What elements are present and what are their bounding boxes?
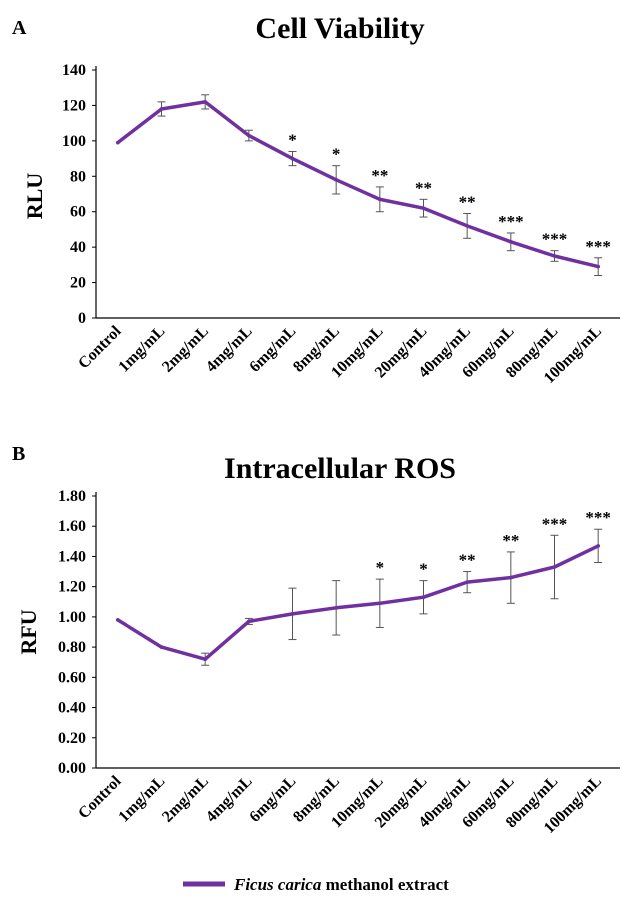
panel-a-significance-label: ** [415, 178, 432, 197]
panel-a-data-point [334, 178, 338, 182]
panel-b-x-tick-label: 4mg/mL [203, 773, 256, 826]
panel-b-y-tick-label: 0.40 [58, 700, 86, 717]
panel-b-x-tick-label: 6mg/mL [246, 773, 299, 826]
panel-a-significance-label: ** [459, 192, 476, 211]
panel-a-y-tick-label: 40 [70, 239, 86, 256]
panel-b-data-point [116, 618, 120, 622]
panel-a-y-tick-label: 100 [62, 133, 86, 150]
panel-a-x-tick-label: 2mg/mL [159, 323, 212, 376]
panel-a-data-point [290, 156, 295, 161]
panel-b-significance-label: * [419, 560, 428, 579]
panel-a-x-tick-label: 1mg/mL [115, 323, 168, 376]
panel-a-data-point [203, 100, 207, 104]
panel-a-significance-label: * [288, 130, 297, 149]
panel-b-significance-label: ** [502, 531, 519, 550]
panel-b-significance-label: * [376, 558, 385, 577]
chart-title-cell-viability: Cell Viability [255, 12, 424, 45]
panel-a-letter: A [12, 17, 27, 39]
legend-label-rest: methanol extract [321, 875, 449, 894]
chart-title-intracellular-ros: Intracellular ROS [224, 452, 456, 485]
panel-b-data-point [552, 565, 557, 569]
panel-a-y-tick-label: 120 [62, 97, 86, 114]
panel-a-significance-label: *** [498, 212, 524, 231]
panel-b-x-tick-label: 1mg/mL [115, 773, 168, 826]
panel-b-y-tick-label: 0.20 [58, 730, 86, 747]
panel-a-data-point [596, 264, 600, 269]
panel-b-data-point [465, 580, 469, 584]
panel-b-y-tick-label: 1.20 [58, 579, 86, 596]
panel-b-y-tick-label: 0.80 [58, 639, 86, 656]
panel-a-data-point [421, 206, 426, 210]
panel-b-series-line [116, 544, 600, 661]
panel-a-y-tick-label: 80 [70, 168, 86, 185]
panel-a-y-tick-label: 0 [78, 310, 86, 327]
panel-a-significance-label: * [332, 145, 341, 164]
panel-a-data-point [552, 254, 557, 258]
panel-b-y-tick-label: 1.00 [58, 609, 86, 626]
panel-a-y-tick-label: 140 [62, 62, 86, 79]
panel-a-significance-label: *** [585, 237, 611, 256]
chart-panel-a: A Cell Viability RLU 020406080100120140C… [12, 12, 620, 387]
panel-a-data-point [116, 140, 120, 145]
panel-b-y-tick-label: 1.40 [58, 548, 86, 565]
panel-a-y-tick-label: 60 [70, 204, 86, 221]
panel-a-data-point [509, 240, 513, 244]
plot-area-a: 020406080100120140Control1mg/mL2mg/mL4mg… [62, 62, 620, 387]
panel-b-y-tick-label: 1.60 [58, 518, 86, 535]
panel-a-data-point [247, 133, 251, 138]
panel-b-data-point [203, 657, 207, 661]
panel-b-data-point [378, 601, 382, 606]
panel-b-letter: B [12, 443, 25, 465]
panel-a-data-point [378, 197, 382, 202]
panel-a-y-tick-label: 20 [70, 275, 86, 292]
panel-a-series-line [116, 100, 600, 269]
panel-a-data-point [465, 224, 469, 228]
panel-b-x-tick-label: 2mg/mL [159, 773, 212, 826]
panel-a-data-point [159, 107, 164, 111]
legend-label-species: Ficus carica [233, 875, 322, 894]
panel-a-x-tick-label: 4mg/mL [203, 323, 256, 376]
legend-label: Ficus carica methanol extract [233, 875, 449, 894]
y-axis-label-rlu: RLU [22, 173, 47, 220]
panel-a-x-tick-label: 6mg/mL [246, 323, 299, 376]
panel-b-y-tick-label: 1.80 [58, 488, 86, 505]
panel-b-data-point [596, 544, 600, 548]
y-axis-label-rfu: RFU [16, 609, 41, 654]
panel-a-significance-label: ** [371, 166, 388, 185]
legend: Ficus carica methanol extract [183, 875, 449, 894]
panel-b-data-point [334, 606, 338, 610]
panel-b-y-tick-label: 0.60 [58, 669, 86, 686]
panel-b-significance-label: ** [459, 551, 476, 570]
panel-b-significance-label: *** [585, 508, 611, 527]
panel-b-data-point [421, 595, 426, 600]
panel-b-data-point [290, 612, 295, 616]
panel-b-data-point [159, 645, 164, 649]
chart-panel-b: B Intracellular ROS RFU 0.00 0.20 0.40 0.60… [12, 443, 620, 837]
panel-b-significance-label: *** [542, 514, 568, 533]
panel-a-significance-label: *** [542, 230, 568, 249]
plot-area-b: 0.00 0.20 0.40 0.60 0.80 1.00 1.20 1.40 1.60 1.80… [58, 488, 620, 837]
panel-b-data-point [247, 619, 251, 624]
panel-b-y-tick-label: 0.00 [58, 760, 86, 777]
panel-b-data-point [509, 575, 513, 580]
